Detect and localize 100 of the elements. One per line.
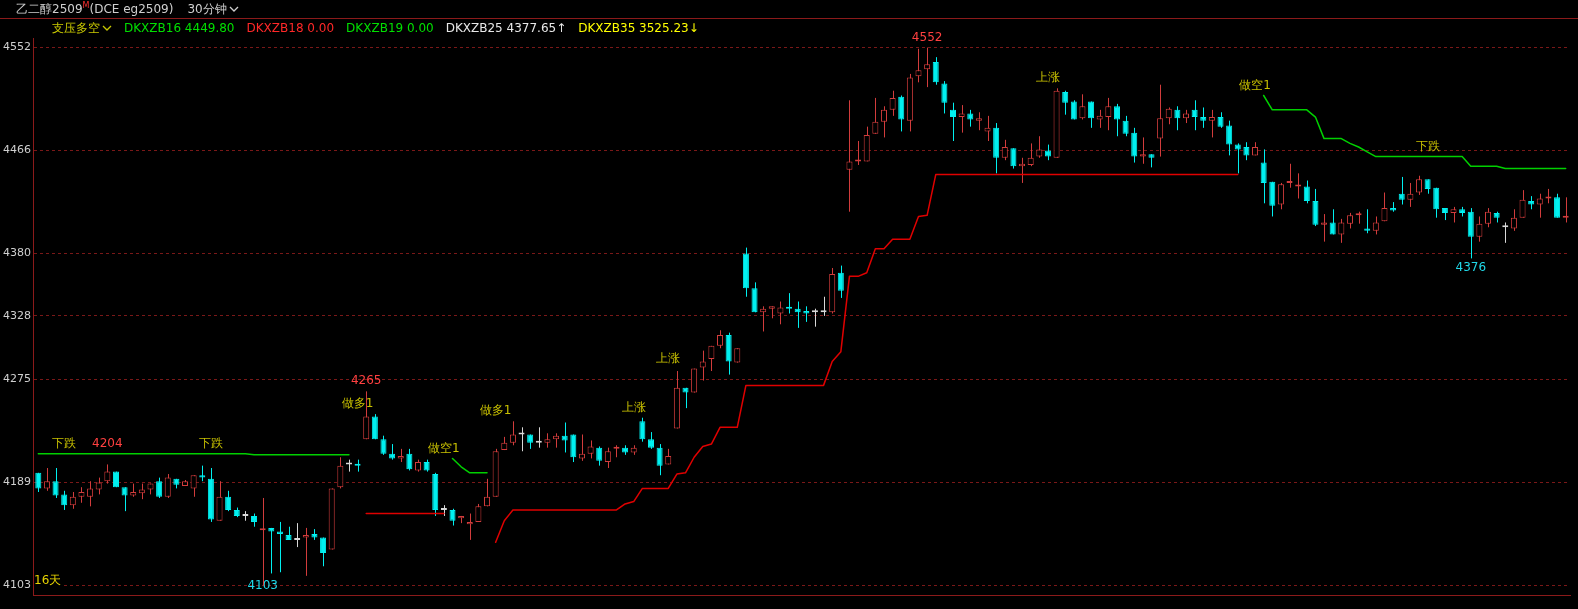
text: 4204 — [92, 435, 123, 450]
candlestick — [1174, 105, 1181, 131]
candlestick — [1476, 215, 1483, 243]
text: 支压多空 — [52, 19, 100, 37]
candlestick — [596, 445, 603, 467]
candlestick — [1139, 136, 1146, 165]
text: DKXZB25 4377.65↑ — [445, 21, 567, 35]
candlestick — [302, 527, 309, 577]
text: 上涨 — [1035, 70, 1060, 85]
candlestick — [1467, 207, 1474, 259]
candlestick — [61, 490, 68, 511]
candlestick — [1329, 208, 1336, 235]
text: 下跌 — [1415, 138, 1440, 153]
candlestick — [1113, 103, 1120, 137]
y-tick-label: 4189 — [2, 475, 31, 489]
candlestick — [1157, 84, 1164, 158]
candlestick — [699, 350, 706, 382]
candlestick — [337, 456, 344, 489]
candlestick — [1088, 100, 1095, 129]
candlestick — [1321, 213, 1328, 243]
candlestick — [898, 95, 905, 132]
candlestick — [1510, 208, 1517, 232]
chart-title: 乙二醇2509$^{M}$(DCE eg2509) — [16, 0, 174, 18]
candlestick — [915, 48, 922, 83]
candlestick — [1260, 148, 1267, 204]
y-tick-label: 4275 — [2, 372, 31, 386]
candlestick — [320, 537, 327, 567]
candlestick — [1407, 182, 1414, 208]
candlestick — [1269, 181, 1276, 217]
candlestick — [1381, 192, 1388, 222]
candlestick — [932, 56, 939, 86]
candlestick — [371, 413, 378, 440]
candlestick — [1208, 109, 1215, 138]
candlestick — [924, 47, 931, 88]
text: 上涨 — [621, 399, 646, 414]
text: 做空1 — [428, 440, 460, 455]
text: 做空1 — [1239, 77, 1271, 92]
chart-subtitle: 30分钟 — [187, 0, 227, 18]
candlestick — [1105, 97, 1112, 131]
candlestick — [604, 447, 611, 469]
candlestick — [1131, 127, 1138, 164]
candlestick — [1027, 142, 1034, 167]
candlestick — [1001, 139, 1008, 161]
candlestick — [1433, 187, 1440, 219]
text: 做多1 — [341, 396, 374, 411]
candlestick — [1536, 193, 1543, 219]
text: 做多1 — [479, 403, 512, 418]
candlestick — [225, 490, 232, 512]
candlestick — [1200, 106, 1207, 129]
text: DKXZB35 3525.23↓ — [578, 21, 699, 35]
candlestick — [43, 467, 50, 492]
text: 下跌 — [198, 435, 223, 450]
candlestick — [406, 448, 413, 471]
candlestick — [889, 90, 896, 117]
candlestick — [639, 417, 646, 443]
y-tick-label: 4103 — [2, 578, 31, 592]
candlestick — [509, 420, 516, 446]
candlestick — [268, 527, 275, 574]
candlestick — [156, 477, 163, 499]
candlestick — [52, 467, 59, 499]
candlestick — [570, 433, 577, 463]
candlestick — [958, 104, 965, 134]
candlestick — [164, 473, 171, 499]
candlestick — [1122, 115, 1129, 137]
candlestick — [1036, 135, 1043, 159]
candlestick — [1364, 208, 1371, 234]
text: DKXZB18 0.00 — [246, 21, 335, 35]
candlestick — [837, 265, 844, 299]
candlestick — [1277, 182, 1284, 210]
y-tick-label: 4380 — [2, 246, 31, 260]
candlestick — [1191, 99, 1198, 131]
text: 上涨 — [656, 350, 681, 365]
text: 4552 — [911, 29, 943, 44]
candlestick — [1338, 218, 1345, 244]
candlestick — [216, 480, 223, 522]
candlestick — [846, 99, 853, 213]
y-tick-label: 4466 — [2, 143, 31, 157]
candlestick — [484, 478, 491, 507]
candlestick — [87, 480, 94, 507]
candlestick — [880, 105, 887, 138]
text: DKXZB19 0.00 — [346, 21, 434, 35]
candlestick — [708, 345, 715, 372]
text: 下跌 — [52, 435, 77, 450]
text: 4376 — [1455, 259, 1487, 274]
annotation: 16天 — [34, 573, 62, 587]
candlestick — [656, 443, 663, 476]
candlestick — [872, 97, 879, 135]
candlestick — [1062, 90, 1069, 116]
candlestick — [380, 435, 387, 456]
candlestick — [104, 463, 111, 485]
text: 4265 — [350, 373, 382, 388]
text: 4103 — [247, 578, 278, 593]
candlestick — [1519, 189, 1526, 219]
candlestick — [751, 281, 758, 313]
y-tick-label: 4328 — [2, 308, 31, 322]
candlestick — [777, 301, 784, 325]
candlestick — [1398, 176, 1405, 205]
candlestick — [1485, 207, 1492, 228]
candlestick — [1303, 180, 1310, 204]
candlestick — [1415, 175, 1423, 196]
